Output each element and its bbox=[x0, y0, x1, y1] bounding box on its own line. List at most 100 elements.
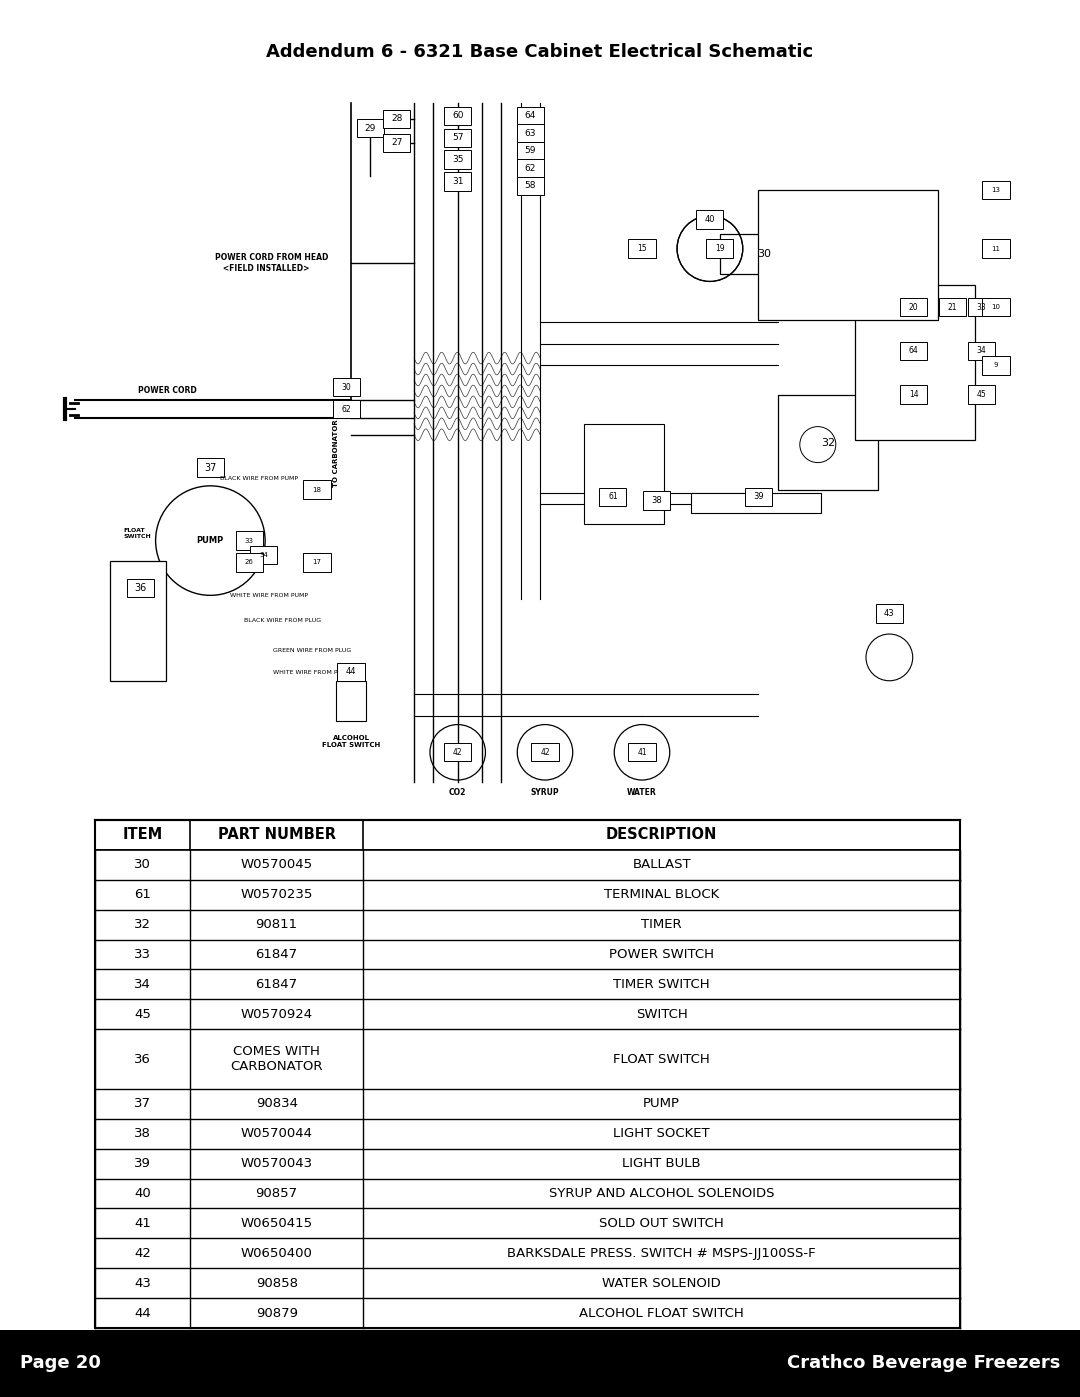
Text: W0570044: W0570044 bbox=[241, 1127, 312, 1140]
Bar bbox=[95, 970, 960, 999]
Text: 42: 42 bbox=[540, 747, 550, 757]
Bar bbox=[303, 553, 330, 571]
Bar bbox=[599, 488, 626, 506]
Text: PART NUMBER: PART NUMBER bbox=[218, 827, 336, 842]
Bar bbox=[336, 682, 366, 721]
Text: ALCOHOL FLOAT SWITCH: ALCOHOL FLOAT SWITCH bbox=[579, 1306, 744, 1320]
Text: 90858: 90858 bbox=[256, 1277, 298, 1289]
Text: 41: 41 bbox=[134, 1217, 151, 1229]
Text: 64: 64 bbox=[525, 112, 536, 120]
Bar bbox=[968, 298, 995, 316]
Text: 41: 41 bbox=[637, 747, 647, 757]
Bar bbox=[719, 235, 810, 274]
Bar bbox=[643, 492, 670, 510]
Text: 61847: 61847 bbox=[256, 949, 298, 961]
Text: 61: 61 bbox=[134, 888, 151, 901]
Text: 37: 37 bbox=[204, 462, 216, 472]
Text: 45: 45 bbox=[976, 390, 986, 400]
Bar bbox=[584, 423, 664, 524]
Bar bbox=[517, 141, 544, 159]
Text: 60: 60 bbox=[451, 112, 463, 120]
Text: ITEM: ITEM bbox=[122, 827, 163, 842]
Text: 45: 45 bbox=[134, 1007, 151, 1021]
Bar bbox=[531, 743, 558, 761]
Text: 40: 40 bbox=[134, 1187, 151, 1200]
Text: 90811: 90811 bbox=[256, 918, 298, 930]
Text: 57: 57 bbox=[451, 133, 463, 142]
Bar bbox=[939, 298, 966, 316]
Bar bbox=[356, 119, 384, 137]
Text: SWITCH: SWITCH bbox=[636, 1007, 688, 1021]
Bar bbox=[95, 1179, 960, 1208]
Text: LIGHT BULB: LIGHT BULB bbox=[622, 1157, 701, 1171]
Bar bbox=[444, 129, 471, 147]
Text: 18: 18 bbox=[312, 486, 322, 493]
Bar bbox=[383, 134, 410, 152]
Bar bbox=[517, 106, 544, 124]
Bar bbox=[444, 743, 471, 761]
Text: 43: 43 bbox=[134, 1277, 151, 1289]
Bar bbox=[983, 356, 1010, 374]
Text: 42: 42 bbox=[453, 747, 462, 757]
Bar bbox=[333, 400, 360, 418]
Text: Addendum 6 - 6321 Base Cabinet Electrical Schematic: Addendum 6 - 6321 Base Cabinet Electrica… bbox=[267, 43, 813, 61]
Text: CO2: CO2 bbox=[449, 788, 467, 796]
Bar bbox=[95, 1298, 960, 1329]
Text: POWER SWITCH: POWER SWITCH bbox=[609, 949, 714, 961]
Text: 62: 62 bbox=[341, 405, 351, 414]
Text: 33: 33 bbox=[976, 303, 986, 312]
Text: 34: 34 bbox=[134, 978, 151, 990]
Bar bbox=[517, 159, 544, 177]
Bar bbox=[95, 820, 960, 849]
Bar bbox=[983, 182, 1010, 200]
Text: FLOAT SWITCH: FLOAT SWITCH bbox=[613, 1052, 710, 1066]
Text: 31: 31 bbox=[451, 177, 463, 186]
Bar bbox=[337, 662, 365, 682]
Text: TIMER: TIMER bbox=[642, 918, 681, 930]
Text: 29: 29 bbox=[365, 124, 376, 133]
Text: 26: 26 bbox=[245, 560, 254, 566]
Bar bbox=[983, 298, 1010, 316]
Bar bbox=[95, 1268, 960, 1298]
Text: 44: 44 bbox=[346, 668, 356, 676]
Text: 37: 37 bbox=[134, 1098, 151, 1111]
Text: 10: 10 bbox=[991, 305, 1000, 310]
Bar bbox=[383, 109, 410, 127]
Bar bbox=[95, 940, 960, 970]
Text: 36: 36 bbox=[134, 583, 147, 594]
Text: 20: 20 bbox=[908, 303, 918, 312]
Text: FLOAT
SWITCH: FLOAT SWITCH bbox=[123, 528, 151, 539]
Text: W0570045: W0570045 bbox=[241, 858, 313, 872]
Text: 35: 35 bbox=[451, 155, 463, 163]
Bar bbox=[690, 493, 821, 513]
Text: 63: 63 bbox=[525, 129, 536, 138]
Bar bbox=[876, 605, 903, 623]
Text: 21: 21 bbox=[947, 303, 957, 312]
Text: 30: 30 bbox=[134, 858, 151, 872]
Text: Page 20: Page 20 bbox=[21, 1355, 100, 1372]
Bar bbox=[95, 1088, 960, 1119]
Bar bbox=[197, 458, 224, 476]
Text: 62: 62 bbox=[525, 163, 536, 173]
Bar bbox=[968, 342, 995, 360]
Text: 30: 30 bbox=[341, 383, 351, 391]
Text: TO CARBONATOR: TO CARBONATOR bbox=[334, 419, 339, 488]
Text: 40: 40 bbox=[704, 215, 715, 224]
Bar bbox=[127, 578, 154, 597]
Bar bbox=[629, 239, 656, 257]
Text: DESCRIPTION: DESCRIPTION bbox=[606, 827, 717, 842]
Bar bbox=[95, 1238, 960, 1268]
Text: W0570235: W0570235 bbox=[241, 888, 313, 901]
Text: 30: 30 bbox=[757, 249, 771, 258]
Text: 34: 34 bbox=[259, 552, 268, 559]
Bar bbox=[95, 880, 960, 909]
Bar bbox=[517, 176, 544, 196]
Bar bbox=[235, 531, 262, 550]
Text: 44: 44 bbox=[134, 1306, 151, 1320]
Text: 38: 38 bbox=[134, 1127, 151, 1140]
Text: 33: 33 bbox=[245, 538, 254, 543]
Text: 59: 59 bbox=[525, 147, 536, 155]
Text: TIMER SWITCH: TIMER SWITCH bbox=[613, 978, 710, 990]
Bar bbox=[95, 1119, 960, 1148]
Text: Crathco Beverage Freezers: Crathco Beverage Freezers bbox=[786, 1355, 1059, 1372]
